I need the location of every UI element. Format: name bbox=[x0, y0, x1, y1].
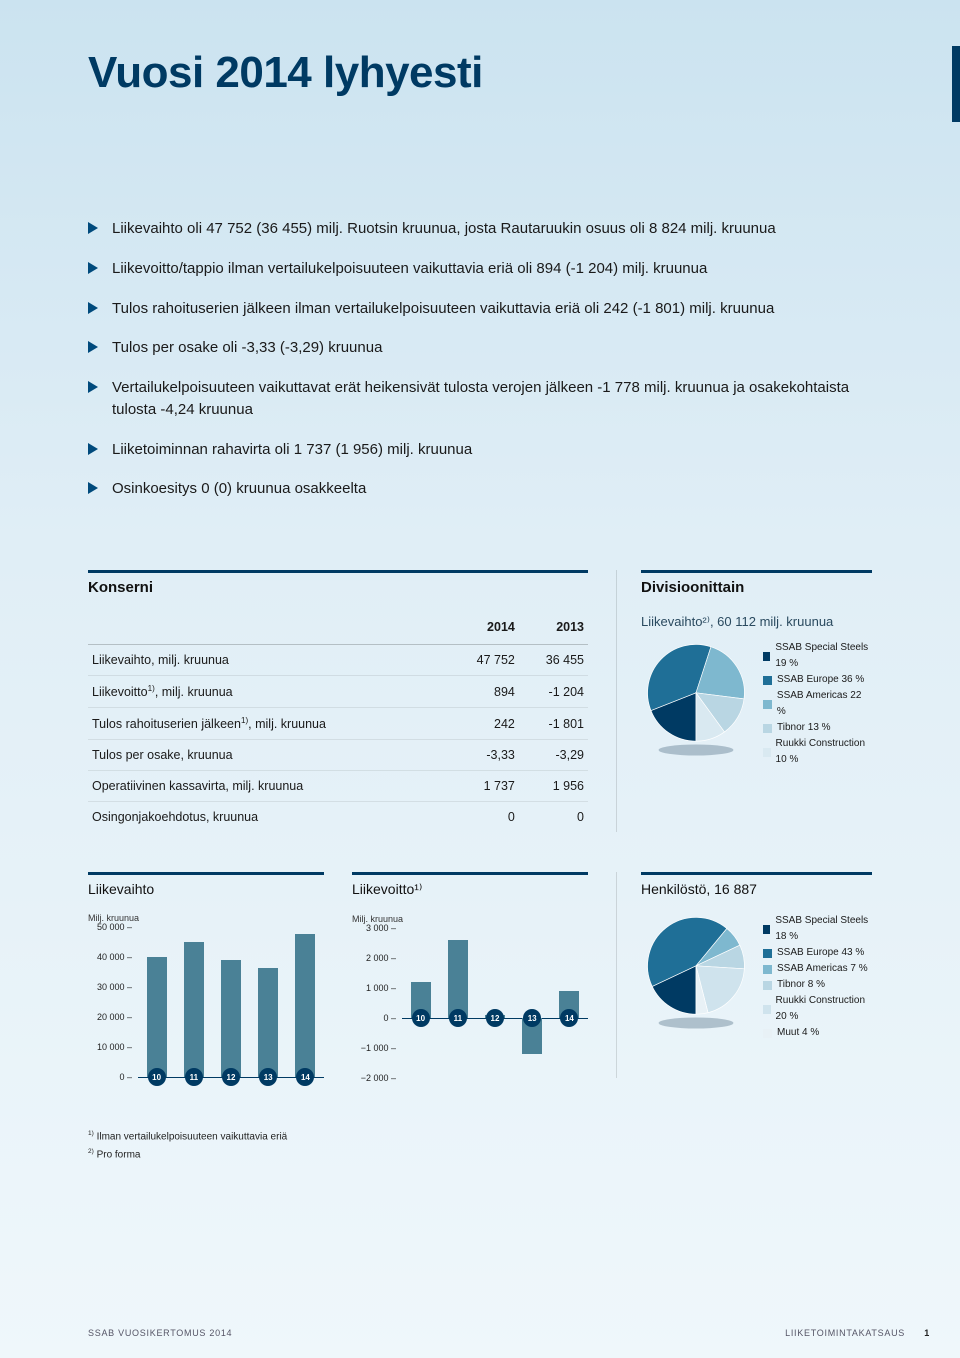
footer-left: SSAB VUOSIKERTOMUS 2014 bbox=[88, 1328, 232, 1338]
divisions-subhead: Liikevaihto²⁾, 60 112 milj. kruunua bbox=[641, 614, 872, 630]
legend-item: SSAB Special Steels 19 % bbox=[763, 640, 872, 672]
highlight-bullet-list: Liikevaihto oli 47 752 (36 455) milj. Ru… bbox=[88, 218, 872, 500]
legend-item: SSAB Special Steels 18 % bbox=[763, 913, 872, 945]
legend-item: Ruukki Construction 10 % bbox=[763, 736, 872, 768]
footnotes: 1) Ilman vertailukelpoisuuteen vaikuttav… bbox=[88, 1128, 872, 1163]
divisions-heading: Divisioonittain bbox=[641, 570, 872, 596]
highlight-bullet: Liikevoitto/tappio ilman vertailukelpois… bbox=[88, 258, 872, 280]
staff-pie-chart bbox=[641, 913, 751, 1030]
footer-right: LIIKETOIMINTAKATSAUS bbox=[785, 1328, 905, 1338]
table-row: Tulos rahoituserien jälkeen1), milj. kru… bbox=[88, 708, 588, 740]
table-row: Liikevaihto, milj. kruunua47 75236 455 bbox=[88, 645, 588, 676]
table-row: Tulos per osake, kruunua-3,33-3,29 bbox=[88, 740, 588, 771]
legend-item: SSAB Americas 7 % bbox=[763, 961, 872, 977]
legend-item: Muut 4 % bbox=[763, 1025, 872, 1041]
page-title: Vuosi 2014 lyhyesti bbox=[88, 48, 872, 98]
staff-pie-legend: SSAB Special Steels 18 %SSAB Europe 43 %… bbox=[763, 913, 872, 1041]
table-row: Operatiivinen kassavirta, milj. kruunua1… bbox=[88, 771, 588, 802]
legend-item: SSAB Europe 43 % bbox=[763, 945, 872, 961]
page-number: 1 bbox=[924, 1328, 930, 1338]
revenue-bar-chart: 50 00040 00030 00020 00010 0000101112131… bbox=[88, 927, 324, 1077]
kpi-table: 2014 2013 Liikevaihto, milj. kruunua47 7… bbox=[88, 614, 588, 832]
legend-item: SSAB Americas 22 % bbox=[763, 688, 872, 720]
table-row: Liikevoitto1), milj. kruunua894-1 204 bbox=[88, 676, 588, 708]
legend-item: SSAB Europe 36 % bbox=[763, 672, 872, 688]
profit-bar-chart: 3 0002 0001 0000−1 000−2 0001011121314 bbox=[352, 928, 588, 1078]
legend-item: Ruukki Construction 20 % bbox=[763, 993, 872, 1025]
highlight-bullet: Tulos rahoituserien jälkeen ilman vertai… bbox=[88, 298, 872, 320]
legend-item: Tibnor 13 % bbox=[763, 720, 872, 736]
highlight-bullet: Tulos per osake oli -3,33 (-3,29) kruunu… bbox=[88, 337, 872, 359]
chart1-title: Liikevaihto bbox=[88, 872, 324, 897]
edge-tab bbox=[952, 46, 960, 122]
highlight-bullet: Osinkoesitys 0 (0) kruunua osakkeelta bbox=[88, 478, 872, 500]
col-2013: 2013 bbox=[519, 614, 588, 645]
table-row: Osingonjakoehdotus, kruunua00 bbox=[88, 802, 588, 833]
revenue-pie-legend: SSAB Special Steels 19 %SSAB Europe 36 %… bbox=[763, 640, 872, 768]
staff-title: Henkilöstö, 16 887 bbox=[641, 872, 872, 897]
chart2-title: Liikevoitto¹⁾ bbox=[352, 872, 588, 898]
highlight-bullet: Liiketoiminnan rahavirta oli 1 737 (1 95… bbox=[88, 439, 872, 461]
revenue-pie-chart bbox=[641, 640, 751, 757]
highlight-bullet: Liikevaihto oli 47 752 (36 455) milj. Ru… bbox=[88, 218, 872, 240]
col-2014: 2014 bbox=[450, 614, 519, 645]
legend-item: Tibnor 8 % bbox=[763, 977, 872, 993]
table-heading: Konserni bbox=[88, 570, 588, 596]
highlight-bullet: Vertailukelpoisuuteen vaikuttavat erät h… bbox=[88, 377, 872, 421]
page-footer: SSAB VUOSIKERTOMUS 2014 LIIKETOIMINTAKAT… bbox=[88, 1328, 930, 1338]
